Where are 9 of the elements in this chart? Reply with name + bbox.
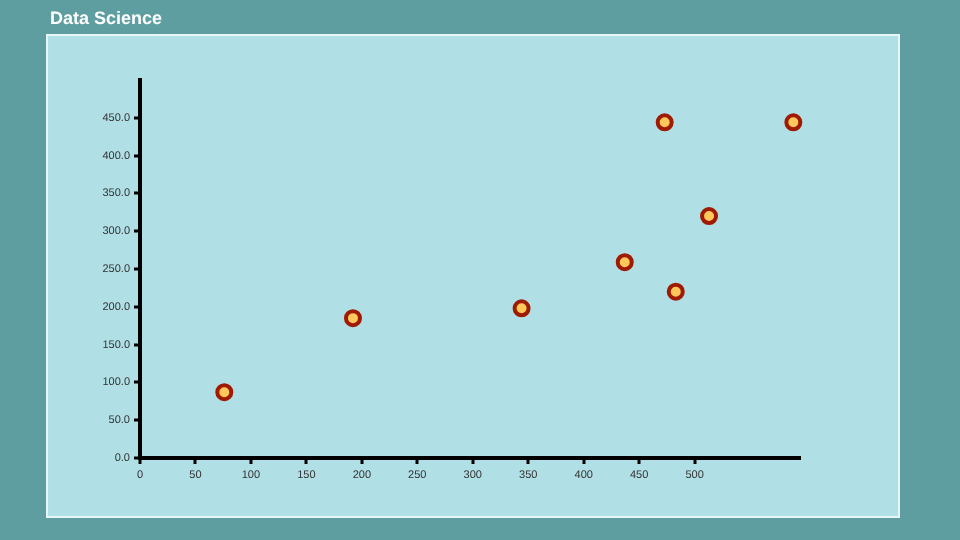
point [655,113,674,132]
point [700,207,719,226]
point [784,113,803,132]
point [215,383,234,402]
point [512,299,531,318]
point [343,309,362,328]
point [615,253,634,272]
chart-title: Data Science [50,8,163,28]
point [666,282,685,301]
